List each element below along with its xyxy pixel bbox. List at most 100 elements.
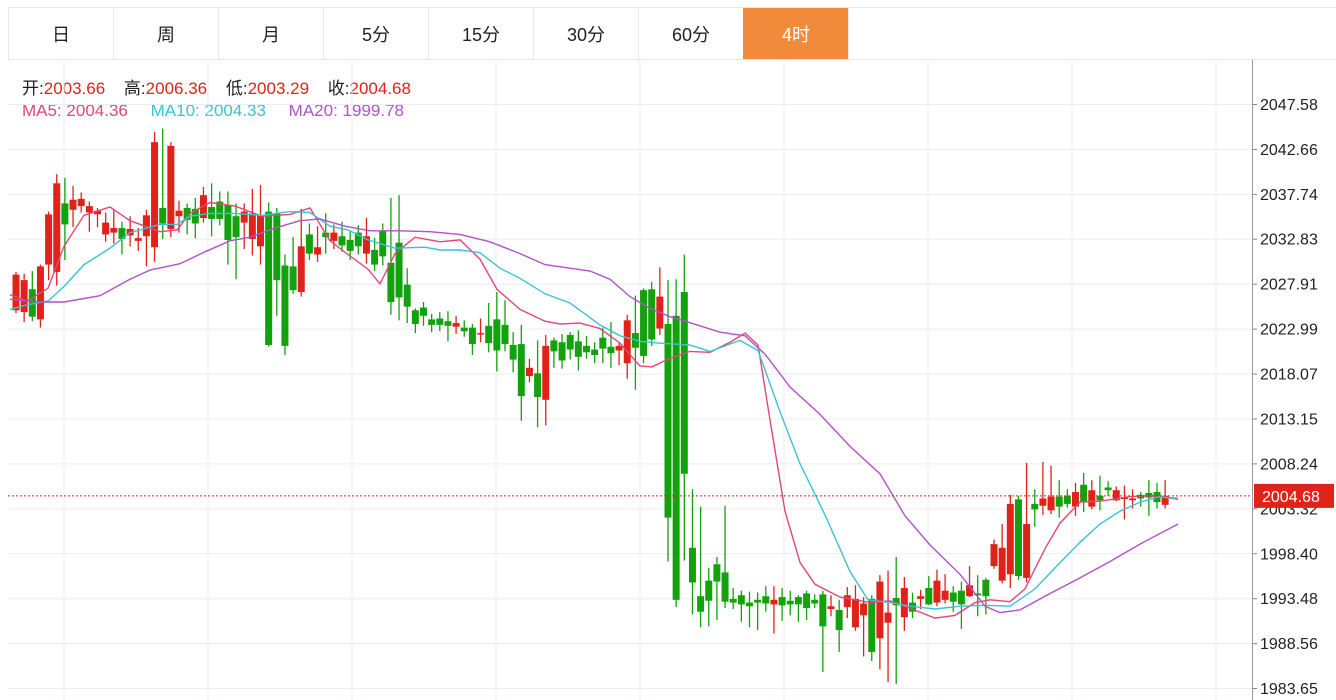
candle-body (77, 198, 85, 207)
candle-body (754, 599, 762, 603)
candle-body (664, 323, 672, 518)
candle-body (452, 323, 460, 327)
ma10-line (9, 210, 1179, 610)
y-tick-label: 1993.48 (1260, 591, 1318, 608)
y-tick-label: 2018.07 (1260, 367, 1318, 384)
open-label: 开: (22, 79, 44, 98)
tab-6[interactable]: 60分 (638, 8, 743, 59)
candle-body (85, 206, 93, 213)
candle-body (110, 228, 118, 233)
tab-4[interactable]: 15分 (428, 8, 533, 59)
candle-body (941, 590, 949, 600)
candle-body (493, 319, 501, 351)
candle-body (118, 228, 126, 240)
candle-body (933, 580, 941, 603)
last-price-label: 2004.68 (1262, 489, 1320, 506)
candle-body (289, 266, 297, 291)
candle-body (998, 547, 1006, 581)
candle-body (778, 597, 786, 606)
candle-body (305, 234, 313, 254)
candle-body (615, 345, 623, 351)
candle-body (436, 318, 444, 325)
close-label: 收: (327, 79, 350, 98)
ma10-value: 2004.33 (204, 101, 266, 120)
candle-body (623, 320, 631, 364)
candle-body (819, 594, 827, 627)
y-tick-label: 2037.74 (1260, 187, 1318, 204)
candle-body (20, 280, 28, 313)
candle-body (770, 599, 778, 605)
candle-body (966, 585, 974, 597)
candle-body (1072, 492, 1079, 507)
timeframe-tabs: 日周月 5分 15分 30分 60分 4时 (8, 7, 1336, 60)
candle-body (167, 145, 175, 229)
candle-body (444, 321, 452, 326)
candle-body (648, 289, 656, 340)
tab-1[interactable]: 周 (113, 8, 218, 59)
candle-body (1129, 498, 1137, 501)
candle-body (1006, 503, 1014, 575)
tab-7[interactable]: 4时 (743, 8, 848, 59)
candle-body (346, 239, 354, 251)
candle-body (811, 599, 819, 604)
tab-5[interactable]: 30分 (533, 8, 638, 59)
candle-body (974, 593, 982, 596)
candle-body (794, 597, 802, 605)
candle-body (1096, 495, 1104, 501)
ma5-label: MA5: (22, 101, 62, 120)
ma20-value: 1999.78 (342, 101, 404, 120)
candle-body (1063, 495, 1071, 504)
candle-body (53, 183, 61, 272)
candle-body (607, 346, 615, 354)
candle-body (835, 609, 843, 630)
candle-body (566, 334, 574, 350)
tab-2[interactable]: 月 (218, 8, 323, 59)
candle-body (868, 598, 876, 652)
y-tick-label: 2042.66 (1260, 142, 1318, 159)
candle-body (12, 274, 20, 311)
candle-body (395, 242, 403, 298)
ma20-readout: MA20: 1999.78 (289, 101, 404, 120)
candle-body (1039, 498, 1047, 506)
candle-body (281, 265, 289, 346)
candle-body (729, 598, 737, 603)
candle-body (28, 289, 36, 317)
candle-body (982, 579, 990, 597)
candle-body (134, 238, 142, 241)
candle-body (224, 205, 232, 240)
candle-body (1112, 490, 1120, 501)
last-price-tag (1254, 483, 1334, 508)
candle-body (314, 247, 322, 255)
candle-body (477, 333, 485, 335)
y-tick-label: 2032.83 (1260, 232, 1318, 249)
candle-body (354, 232, 362, 247)
close-value: 2004.68 (349, 79, 411, 98)
tab-0[interactable]: 日 (8, 8, 113, 59)
candle-body (1120, 497, 1128, 500)
candle-body (265, 211, 273, 345)
candle-body (1088, 490, 1096, 507)
high-value: 2006.36 (145, 79, 208, 98)
candle-body (420, 307, 427, 316)
tab-3[interactable]: 5分 (323, 8, 428, 59)
candle-body (843, 595, 851, 608)
candle-body (688, 547, 696, 583)
candle-body (191, 208, 199, 224)
y-tick-label: 1983.65 (1260, 681, 1318, 698)
low-label: 低: (225, 79, 248, 98)
candle-body (737, 595, 745, 605)
tab-bar-filler (848, 8, 1336, 59)
candle-body (558, 342, 566, 361)
candle-body (1014, 499, 1022, 577)
ma5-readout: MA5: 2004.36 (22, 101, 128, 120)
candle-body (142, 215, 150, 237)
candle-body (69, 199, 77, 210)
candle-body (509, 344, 517, 360)
candle-body (672, 315, 680, 600)
candle-body (45, 214, 53, 265)
candle-body (1023, 524, 1031, 578)
low-value: 2003.29 (247, 79, 310, 98)
y-tick-label: 2027.91 (1260, 277, 1318, 294)
candle-body (1031, 503, 1039, 510)
